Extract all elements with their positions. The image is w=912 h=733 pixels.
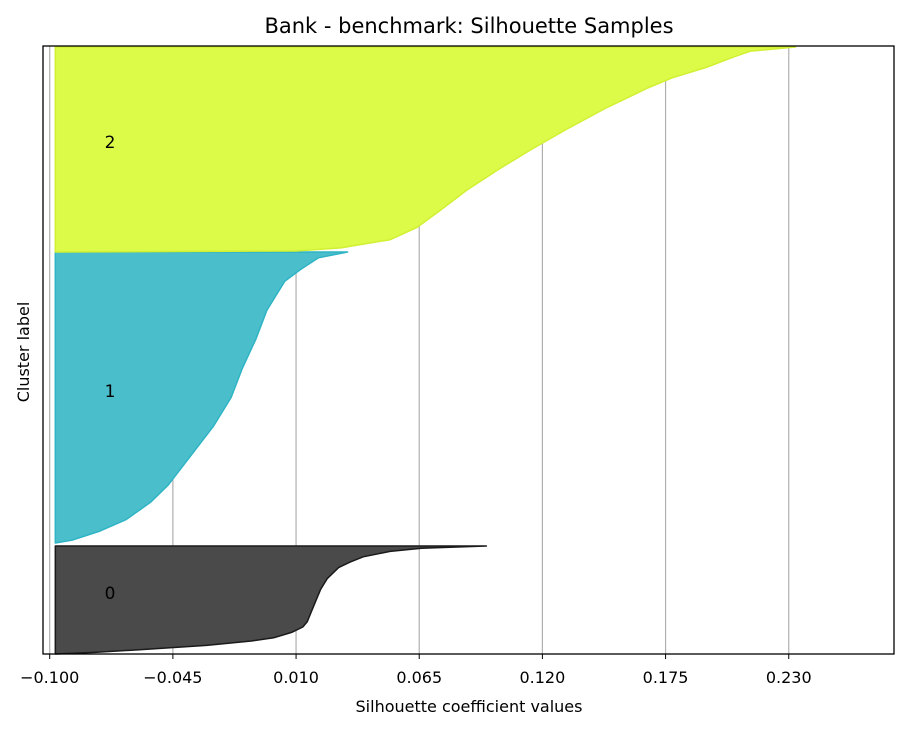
plot-frame: [42, 45, 895, 655]
y-axis-label: Cluster label: [14, 302, 33, 403]
x-tick-label: −0.100: [20, 668, 79, 687]
x-axis-label: Silhouette coefficient values: [356, 697, 583, 716]
silhouette-band-cluster-0: [54, 545, 488, 655]
x-tick-label: 0.010: [273, 668, 319, 687]
silhouette-band-cluster-2: [54, 46, 797, 253]
x-tick-label: −0.045: [143, 668, 202, 687]
x-tick-label: 0.065: [396, 668, 442, 687]
x-axis: −0.100 −0.045 0.010 0.065 0.120 0.175 0.230: [20, 654, 812, 687]
x-tick-label: 0.175: [643, 668, 689, 687]
chart-title: Bank - benchmark: Silhouette Samples: [264, 14, 673, 38]
plot-area: 0 1 2: [49, 46, 797, 655]
x-tick-label: 0.230: [766, 668, 812, 687]
silhouette-band-cluster-1: [54, 251, 349, 544]
x-tick-label: 0.120: [519, 668, 565, 687]
cluster-label-2: 2: [105, 133, 116, 153]
cluster-label-1: 1: [105, 382, 116, 402]
cluster-label-0: 0: [105, 584, 116, 604]
